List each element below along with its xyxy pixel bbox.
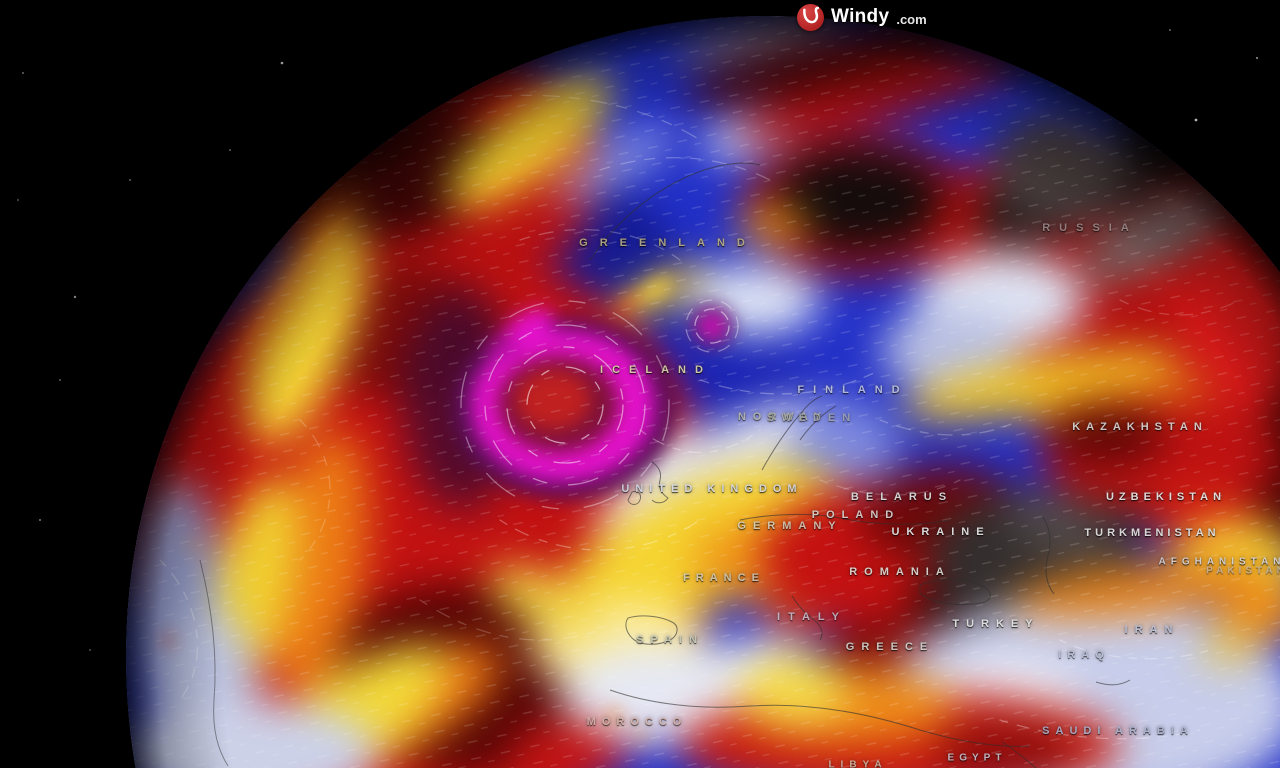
star-field xyxy=(17,29,1259,651)
windy-swirl-icon xyxy=(797,3,824,31)
globe-limb-shadow xyxy=(126,16,1280,768)
windy-logo-text: Windy xyxy=(831,6,890,27)
windy-logo-tld: .com xyxy=(896,11,927,27)
windy-logo[interactable]: Windy .com xyxy=(797,2,927,32)
